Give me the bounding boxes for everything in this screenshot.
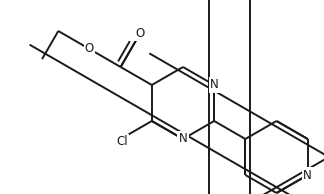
Text: O: O (85, 42, 94, 55)
Text: O: O (135, 27, 145, 40)
Text: N: N (210, 79, 219, 92)
Text: N: N (179, 133, 187, 146)
Text: Cl: Cl (117, 135, 128, 148)
Text: N: N (303, 169, 312, 182)
